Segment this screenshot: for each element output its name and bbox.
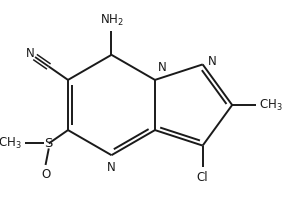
Text: CH$_3$: CH$_3$ bbox=[0, 136, 22, 151]
Text: N: N bbox=[208, 55, 216, 68]
Text: S: S bbox=[45, 137, 53, 150]
Text: N: N bbox=[107, 161, 116, 174]
Text: N: N bbox=[26, 47, 35, 60]
Text: NH$_2$: NH$_2$ bbox=[100, 13, 123, 28]
Text: O: O bbox=[41, 168, 50, 181]
Text: CH$_3$: CH$_3$ bbox=[259, 97, 283, 113]
Text: Cl: Cl bbox=[197, 171, 208, 184]
Text: N: N bbox=[158, 61, 167, 74]
